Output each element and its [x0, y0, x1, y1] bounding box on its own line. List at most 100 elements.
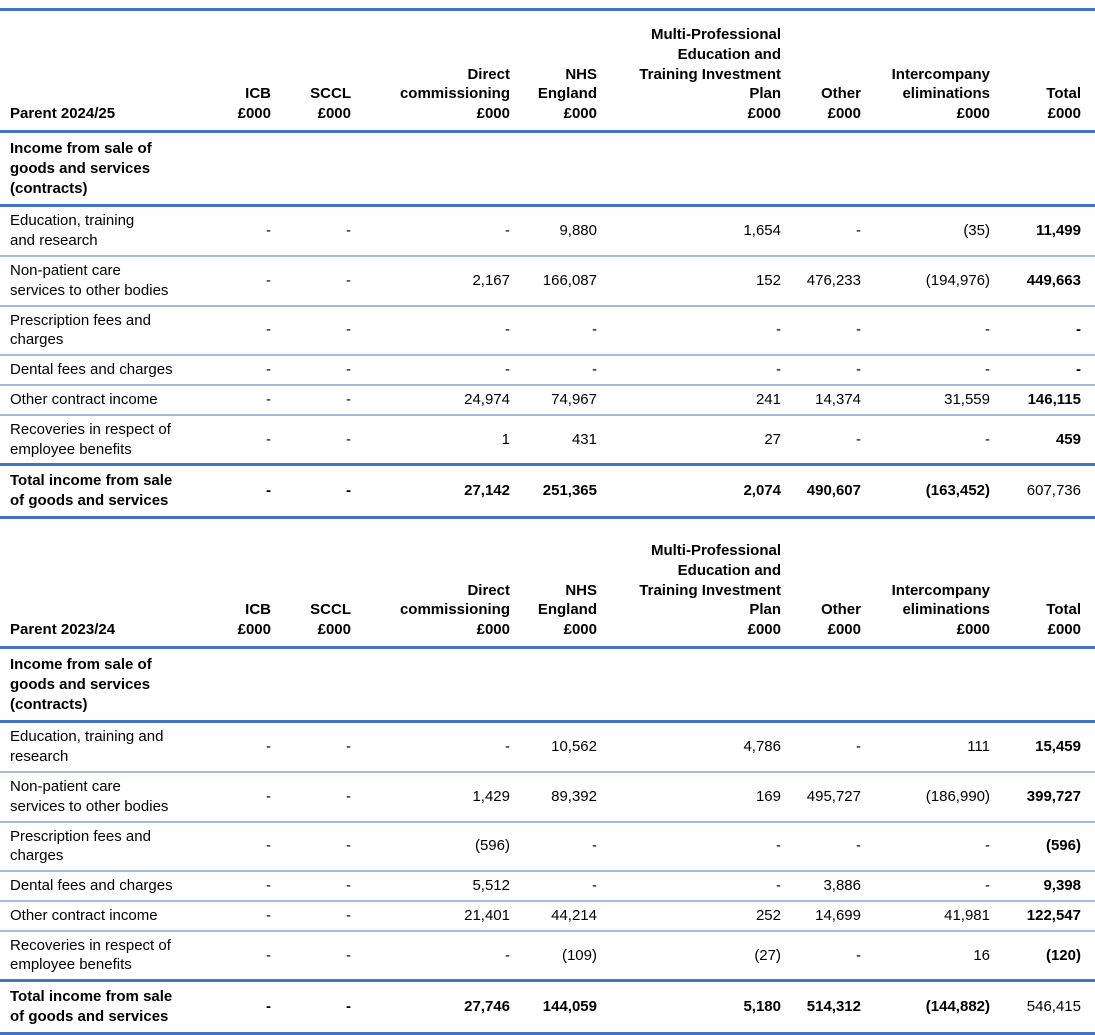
table-row: Education, training and research - - - 10,56…: [0, 722, 1095, 772]
cell-value: -: [985, 321, 990, 339]
cell-value: (120): [1045, 946, 1081, 964]
header-row: Parent 2023/24 ICB £000 SCCL £000 Direct co…: [0, 540, 1095, 649]
total-cell-value: -: [346, 998, 351, 1016]
total-cell-value: 5,180: [743, 998, 781, 1016]
cell-value: -: [592, 877, 597, 895]
cell-value: 166,087: [542, 271, 597, 289]
header-row: Parent 2024/25 ICB £000 SCCL £000 Direct co…: [0, 9, 1095, 133]
table-row: Other contract income - - 24,974 74,967 241 14…: [0, 385, 1095, 415]
cell-value: -: [592, 837, 597, 855]
cell-value: -: [856, 430, 861, 448]
cell-value: 9,398: [1043, 877, 1081, 895]
table-row: Dental fees and charges - - - - - - - -: [0, 355, 1095, 385]
total-cell-value: -: [346, 482, 351, 500]
cell-value: 146,115: [1027, 390, 1081, 408]
row-label: Prescription fees and charges: [10, 827, 151, 865]
row-label: Other contract income: [10, 390, 158, 408]
table-row: Recoveries in respect of employee benefi…: [0, 415, 1095, 465]
financial-table: Parent 2023/24 ICB £000 SCCL £000 Direct co…: [0, 540, 1095, 1035]
cell-value: 24,974: [464, 390, 510, 408]
cell-value: -: [266, 361, 271, 379]
cell-value: (35): [963, 222, 990, 240]
section-row: Income from sale of goods and services (…: [0, 647, 1095, 724]
cell-value: 459: [1055, 430, 1081, 448]
column-header: Total £000: [990, 540, 1095, 649]
cell-value: -: [776, 361, 781, 379]
cell-value: -: [776, 321, 781, 339]
cell-value: -: [985, 837, 990, 855]
cell-value: -: [346, 271, 351, 289]
cell-value: -: [1076, 361, 1081, 379]
cell-value: 31,559: [944, 390, 990, 408]
cell-value: 5,512: [472, 877, 510, 895]
total-cell-value: 251,365: [542, 482, 597, 500]
cell-value: 122,547: [1026, 906, 1081, 924]
column-header: Other £000: [781, 9, 861, 133]
column-header: SCCL £000: [271, 540, 351, 649]
cell-value: 152: [755, 271, 781, 289]
total-cell-value: 514,312: [806, 998, 861, 1016]
total-row-label: Total income from sale of goods and serv…: [10, 472, 173, 510]
cell-value: 449,663: [1026, 271, 1081, 289]
cell-value: -: [856, 837, 861, 855]
column-header: Direct commissioning £000: [351, 540, 510, 649]
cell-value: -: [346, 946, 351, 964]
table-row: Prescription fees and charges - - - - - - - -: [0, 306, 1095, 356]
cell-value: -: [505, 222, 510, 240]
row-label: Non-patient care services to other bodie…: [10, 777, 169, 815]
cell-value: -: [856, 738, 861, 756]
cell-value: -: [266, 906, 271, 924]
cell-value: 4,786: [743, 738, 781, 756]
row-label: Education, training and research: [10, 212, 135, 250]
total-cell-value: 607,736: [1026, 482, 1081, 500]
cell-value: (596): [474, 837, 510, 855]
column-header: ICB £000: [216, 9, 271, 133]
cell-value: -: [346, 906, 351, 924]
cell-value: 27: [764, 430, 781, 448]
cell-value: 10,562: [551, 738, 597, 756]
column-header: Total £000: [990, 9, 1095, 133]
row-label: Education, training and research: [10, 728, 164, 766]
column-header: Multi-Professional Education and Trainin…: [597, 9, 781, 133]
cell-value: -: [776, 877, 781, 895]
cell-value: (194,976): [925, 271, 990, 289]
table-row: Non-patient care services to other bodie…: [0, 772, 1095, 822]
row-label: Recoveries in respect of employee benefi…: [10, 420, 171, 458]
cell-value: 41,981: [944, 906, 990, 924]
cell-value: -: [346, 321, 351, 339]
cell-value: -: [346, 877, 351, 895]
cell-value: (27): [754, 946, 781, 964]
table-row: Prescription fees and charges - - (596) - - - -…: [0, 822, 1095, 872]
row-label: Prescription fees and charges: [10, 311, 151, 349]
section-header: Income from sale of goods and services (…: [0, 647, 1095, 724]
table-parent-2023-24: Parent 2023/24 ICB £000 SCCL £000 Direct co…: [0, 540, 1095, 1035]
table-row: Dental fees and charges - - 5,512 - - 3,886 - 9,…: [0, 871, 1095, 901]
cell-value: -: [266, 430, 271, 448]
cell-value: 495,727: [806, 787, 861, 805]
section-header: Income from sale of goods and services (…: [0, 131, 1095, 208]
cell-value: -: [985, 430, 990, 448]
column-header: Intercompany eliminations £000: [861, 540, 990, 649]
cell-value: -: [266, 390, 271, 408]
total-row: Total income from sale of goods and serv…: [0, 980, 1095, 1034]
cell-value: 9,880: [559, 222, 597, 240]
cell-value: 74,967: [551, 390, 597, 408]
cell-value: -: [592, 361, 597, 379]
cell-value: -: [856, 946, 861, 964]
section-row: Income from sale of goods and services (…: [0, 131, 1095, 208]
total-row: Total income from sale of goods and serv…: [0, 464, 1095, 518]
total-cell-value: 144,059: [542, 998, 597, 1016]
cell-value: 169: [755, 787, 781, 805]
column-header: Direct commissioning £000: [351, 9, 510, 133]
cell-value: -: [266, 877, 271, 895]
table-title: Parent 2023/24: [0, 540, 216, 649]
total-cell-value: 27,746: [464, 998, 510, 1016]
cell-value: -: [505, 361, 510, 379]
cell-value: 2,167: [472, 271, 510, 289]
cell-value: 14,374: [815, 390, 861, 408]
cell-value: -: [346, 787, 351, 805]
total-cell-value: 546,415: [1026, 998, 1081, 1016]
cell-value: -: [985, 877, 990, 895]
cell-value: 1,654: [743, 222, 781, 240]
